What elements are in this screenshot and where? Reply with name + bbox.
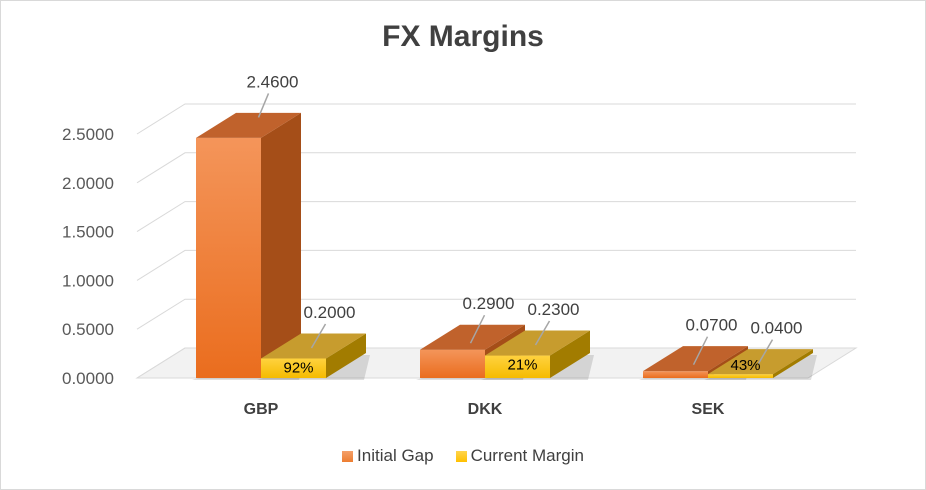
bar-top-initial-gap bbox=[420, 324, 525, 350]
legend-swatch-current-margin bbox=[455, 450, 467, 462]
bar-top-initial-gap bbox=[196, 112, 301, 138]
legend-item-initial-gap: Initial Gap bbox=[342, 446, 434, 466]
y-tick-label: 0.5000 bbox=[62, 320, 114, 339]
bar-side-current-margin bbox=[550, 330, 590, 378]
gridline bbox=[136, 103, 856, 135]
bar-current-margin-gbp bbox=[261, 358, 326, 378]
bar-initial-gap-dkk bbox=[420, 349, 485, 378]
x-category-label: GBP bbox=[244, 401, 279, 418]
y-tick-label: 2.5000 bbox=[62, 125, 114, 144]
legend-item-current-margin: Current Margin bbox=[455, 446, 584, 466]
gridline bbox=[136, 347, 856, 379]
legend-swatch-initial-gap bbox=[342, 450, 354, 462]
bar-current-margin-sek bbox=[708, 374, 773, 378]
bar-value-label: 0.0400 bbox=[751, 319, 803, 338]
legend-label-initial-gap: Initial Gap bbox=[357, 446, 434, 465]
bar-initial-gap-gbp bbox=[196, 137, 261, 378]
y-tick-label: 2.0000 bbox=[62, 174, 114, 193]
leader-line bbox=[692, 336, 709, 366]
leader-line bbox=[257, 93, 270, 118]
bar-value-label: 0.2900 bbox=[463, 294, 515, 313]
gridline bbox=[136, 152, 856, 184]
bar-percent-label: 21% bbox=[507, 357, 537, 374]
y-tick-label: 1.0000 bbox=[62, 271, 114, 290]
bar-value-label: 0.2300 bbox=[528, 300, 580, 319]
legend: Initial Gap Current Margin bbox=[0, 446, 926, 466]
leader-line bbox=[757, 339, 774, 364]
bar-side-current-margin bbox=[773, 349, 813, 378]
bars bbox=[192, 112, 817, 380]
leader-line bbox=[469, 314, 486, 344]
bar-value-label: 0.0700 bbox=[686, 316, 738, 335]
gridline bbox=[136, 249, 856, 281]
labels: 0.0000 0.5000 1.0000 1.5000 2.0000 2.5000 GBP 2… bbox=[62, 72, 803, 418]
bar-value-label: 0.2000 bbox=[304, 303, 356, 322]
bar-top-initial-gap bbox=[643, 346, 748, 372]
bar-side-current-margin bbox=[326, 333, 366, 378]
bar-percent-label: 92% bbox=[283, 359, 313, 376]
chart-title: FX Margins bbox=[382, 20, 544, 53]
legend-label-current-margin: Current Margin bbox=[470, 446, 584, 465]
y-tick-label: 0.0000 bbox=[62, 369, 114, 388]
gridline bbox=[136, 298, 856, 330]
gridline bbox=[136, 201, 856, 233]
bar-current-margin-dkk bbox=[485, 355, 550, 378]
leader-line bbox=[534, 320, 551, 346]
leader-lines bbox=[257, 93, 774, 366]
bar-initial-gap-sek bbox=[643, 371, 708, 378]
bar-value-label: 2.4600 bbox=[247, 72, 299, 91]
x-category-label: DKK bbox=[468, 401, 503, 418]
bar-percent-label: 43% bbox=[730, 357, 760, 374]
y-tick-label: 1.5000 bbox=[62, 223, 114, 242]
bar-side-initial-gap bbox=[261, 112, 301, 379]
leader-line bbox=[310, 323, 327, 349]
x-category-label: SEK bbox=[692, 401, 725, 418]
